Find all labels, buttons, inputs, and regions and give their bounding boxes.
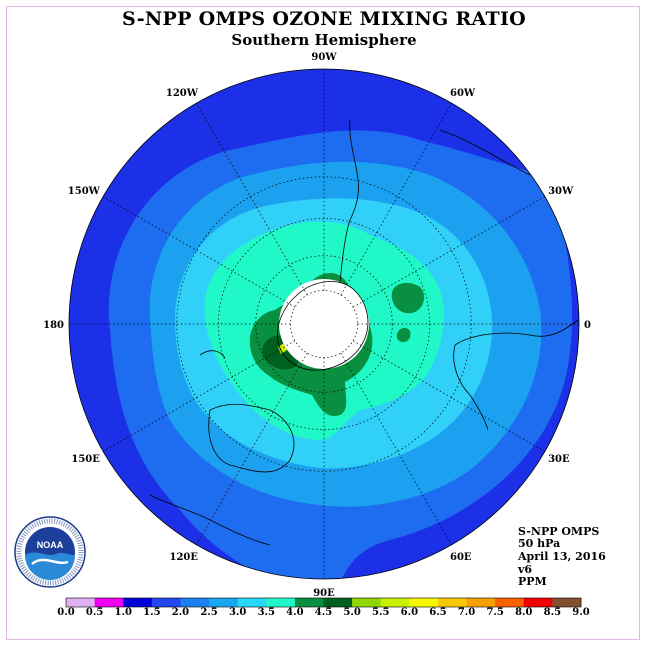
colorbar-segment	[323, 598, 353, 607]
meridian-line	[103, 340, 296, 452]
noaa-logo-text: NOAA	[37, 540, 64, 550]
longitude-label-150e: 150E	[71, 454, 100, 465]
colorbar-segment	[180, 598, 210, 607]
noaa-logo: NOAA	[14, 516, 86, 588]
instrument-label: S-NPP OMPS	[518, 525, 600, 538]
longitude-label-150w: 150W	[68, 186, 101, 197]
colorbar	[65, 597, 582, 608]
longitude-label-120w: 120W	[166, 88, 199, 99]
longitude-label-180: 180	[43, 320, 64, 331]
meridian-line	[340, 103, 452, 296]
longitude-label-0: 0	[584, 320, 591, 331]
longitude-label-90e: 90E	[313, 588, 335, 599]
colorbar-tick-label: 5.5	[372, 607, 390, 618]
colorbar-segment	[409, 598, 439, 607]
meridian-line	[352, 340, 545, 452]
colorbar-segment	[151, 598, 181, 607]
colorbar-segment	[237, 598, 267, 607]
colorbar-tick-label: 7.5	[486, 607, 504, 618]
colorbar-tick-label: 6.0	[400, 607, 419, 618]
colorbar-segment	[437, 598, 467, 607]
longitude-label-90w: 90W	[311, 52, 337, 63]
longitude-label-30e: 30E	[548, 454, 570, 465]
colorbar-tick-label: 0.0	[57, 607, 75, 618]
meridian-line	[196, 352, 308, 545]
colorbar-tick-label: 7.0	[457, 607, 476, 618]
colorbar-border	[65, 597, 582, 608]
colorbar-tick-label: 1.5	[143, 607, 161, 618]
colorbar-tick-label: 2.5	[200, 607, 218, 618]
meridian-line	[196, 103, 308, 296]
longitude-labels: 0 30E 60E 90E 120E 150E 180 150W 120W 90W 60W 30W	[43, 52, 591, 599]
latitude-circle	[176, 176, 472, 472]
colorbar-tick-label: 4.0	[286, 607, 304, 618]
longitude-label-60e: 60E	[450, 552, 472, 563]
colorbar-segment	[523, 598, 553, 607]
colorbar-tick-label: 3.0	[228, 607, 247, 618]
colorbar-segment	[94, 598, 124, 607]
page-frame	[6, 6, 640, 640]
colorbar-segment	[266, 598, 296, 607]
colorbar-tick-label: 1.0	[114, 607, 132, 618]
longitude-label-120e: 120E	[170, 552, 199, 563]
colorbar-tick-label: 8.5	[543, 607, 562, 618]
unit-label: PPM	[518, 575, 547, 588]
version-label: v6	[518, 563, 533, 576]
coastlines	[149, 119, 579, 546]
colorbar-segment	[466, 598, 496, 607]
longitude-label-60w: 60W	[450, 88, 476, 99]
colorbar-segment	[66, 598, 95, 607]
meridian-line	[352, 196, 545, 308]
colorbar-tick-label: 2.0	[171, 607, 190, 618]
colorbar-tick-label: 8.0	[515, 607, 533, 618]
colorbar-segment	[380, 598, 410, 607]
colorbar-tick-label: 0.5	[85, 607, 104, 618]
band-4.5-patch-east2	[396, 327, 411, 343]
meridian-line	[340, 352, 452, 545]
colorbar-segment	[495, 598, 525, 607]
colorbar-tick-label: 5.0	[343, 607, 361, 618]
colorbar-segment	[123, 598, 153, 607]
colorbar-tick-label: 6.5	[429, 607, 447, 618]
meridian-line	[103, 196, 296, 308]
band-4.5-patch-east	[391, 282, 425, 314]
colorbar-segment	[552, 598, 582, 607]
graticule	[69, 69, 579, 579]
latitude-circle	[255, 255, 393, 393]
colorbar-tick-label: 4.5	[314, 607, 333, 618]
colorbar-segment	[352, 598, 382, 607]
colorbar-tick-label: 9.0	[572, 607, 590, 618]
longitude-label-30w: 30W	[548, 186, 574, 197]
colorbar-segment	[294, 598, 324, 607]
colorbar-segment	[209, 598, 238, 607]
map-subtitle: Southern Hemisphere	[231, 31, 417, 49]
date-label: April 13, 2016	[518, 550, 606, 563]
colorbar-tick-label: 3.5	[257, 607, 275, 618]
map-title: S-NPP OMPS OZONE MIXING RATIO	[121, 8, 527, 30]
polar-no-data	[279, 279, 369, 369]
pressure-level-label: 50 hPa	[518, 537, 561, 550]
